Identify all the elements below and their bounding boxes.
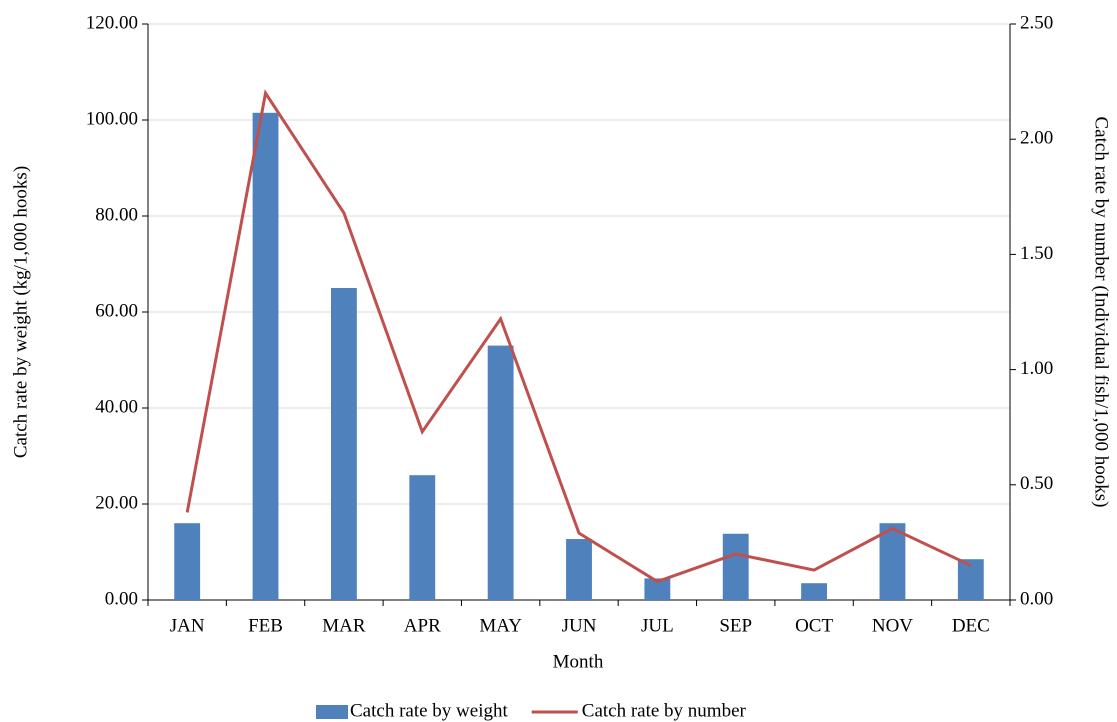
bar <box>566 539 592 600</box>
y-tick-label: 0.00 <box>105 588 138 609</box>
bar <box>174 523 201 600</box>
y-axis-title: Catch rate by weight (kg/1,000 hooks) <box>10 166 31 458</box>
x-tick-label: SEP <box>719 615 752 636</box>
x-tick-label: OCT <box>795 615 833 636</box>
legend-label: Catch rate by number <box>582 700 747 721</box>
bar <box>957 559 984 600</box>
y-tick-label: 100.00 <box>86 108 138 129</box>
x-tick-label: JAN <box>170 615 205 636</box>
bar <box>801 583 828 600</box>
bar <box>487 345 514 600</box>
y2-tick-label: 0.00 <box>1020 588 1053 609</box>
x-tick-label: APR <box>404 615 441 636</box>
bar <box>879 523 906 600</box>
y2-tick-label: 2.00 <box>1020 128 1053 149</box>
x-tick-label: NOV <box>872 615 913 636</box>
bar <box>409 475 436 600</box>
y-tick-label: 120.00 <box>86 12 138 33</box>
y-tick-label: 20.00 <box>95 492 138 513</box>
legend-label: Catch rate by weight <box>350 700 508 721</box>
x-tick-label: DEC <box>952 615 990 636</box>
y2-tick-label: 1.50 <box>1020 243 1053 264</box>
x-tick-label: MAY <box>479 615 522 636</box>
bar <box>644 578 671 600</box>
x-tick-label: JUN <box>562 615 597 636</box>
y2-tick-label: 2.50 <box>1020 12 1053 33</box>
y-tick-label: 40.00 <box>95 396 138 417</box>
y2-tick-label: 1.00 <box>1020 358 1053 379</box>
y2-tick-label: 0.50 <box>1020 473 1053 494</box>
x-axis-title: Month <box>553 651 604 672</box>
x-tick-label: MAR <box>322 615 366 636</box>
x-tick-label: FEB <box>248 615 283 636</box>
legend-swatch <box>316 705 348 719</box>
bar <box>252 112 279 601</box>
y-tick-label: 80.00 <box>95 204 138 225</box>
bar <box>722 533 749 600</box>
y-tick-label: 60.00 <box>95 300 138 321</box>
y2-axis-title: Catch rate by number (Individual fish/1,… <box>1091 116 1112 507</box>
line <box>185 89 972 584</box>
x-tick-label: JUL <box>641 615 674 636</box>
bar <box>330 288 357 600</box>
